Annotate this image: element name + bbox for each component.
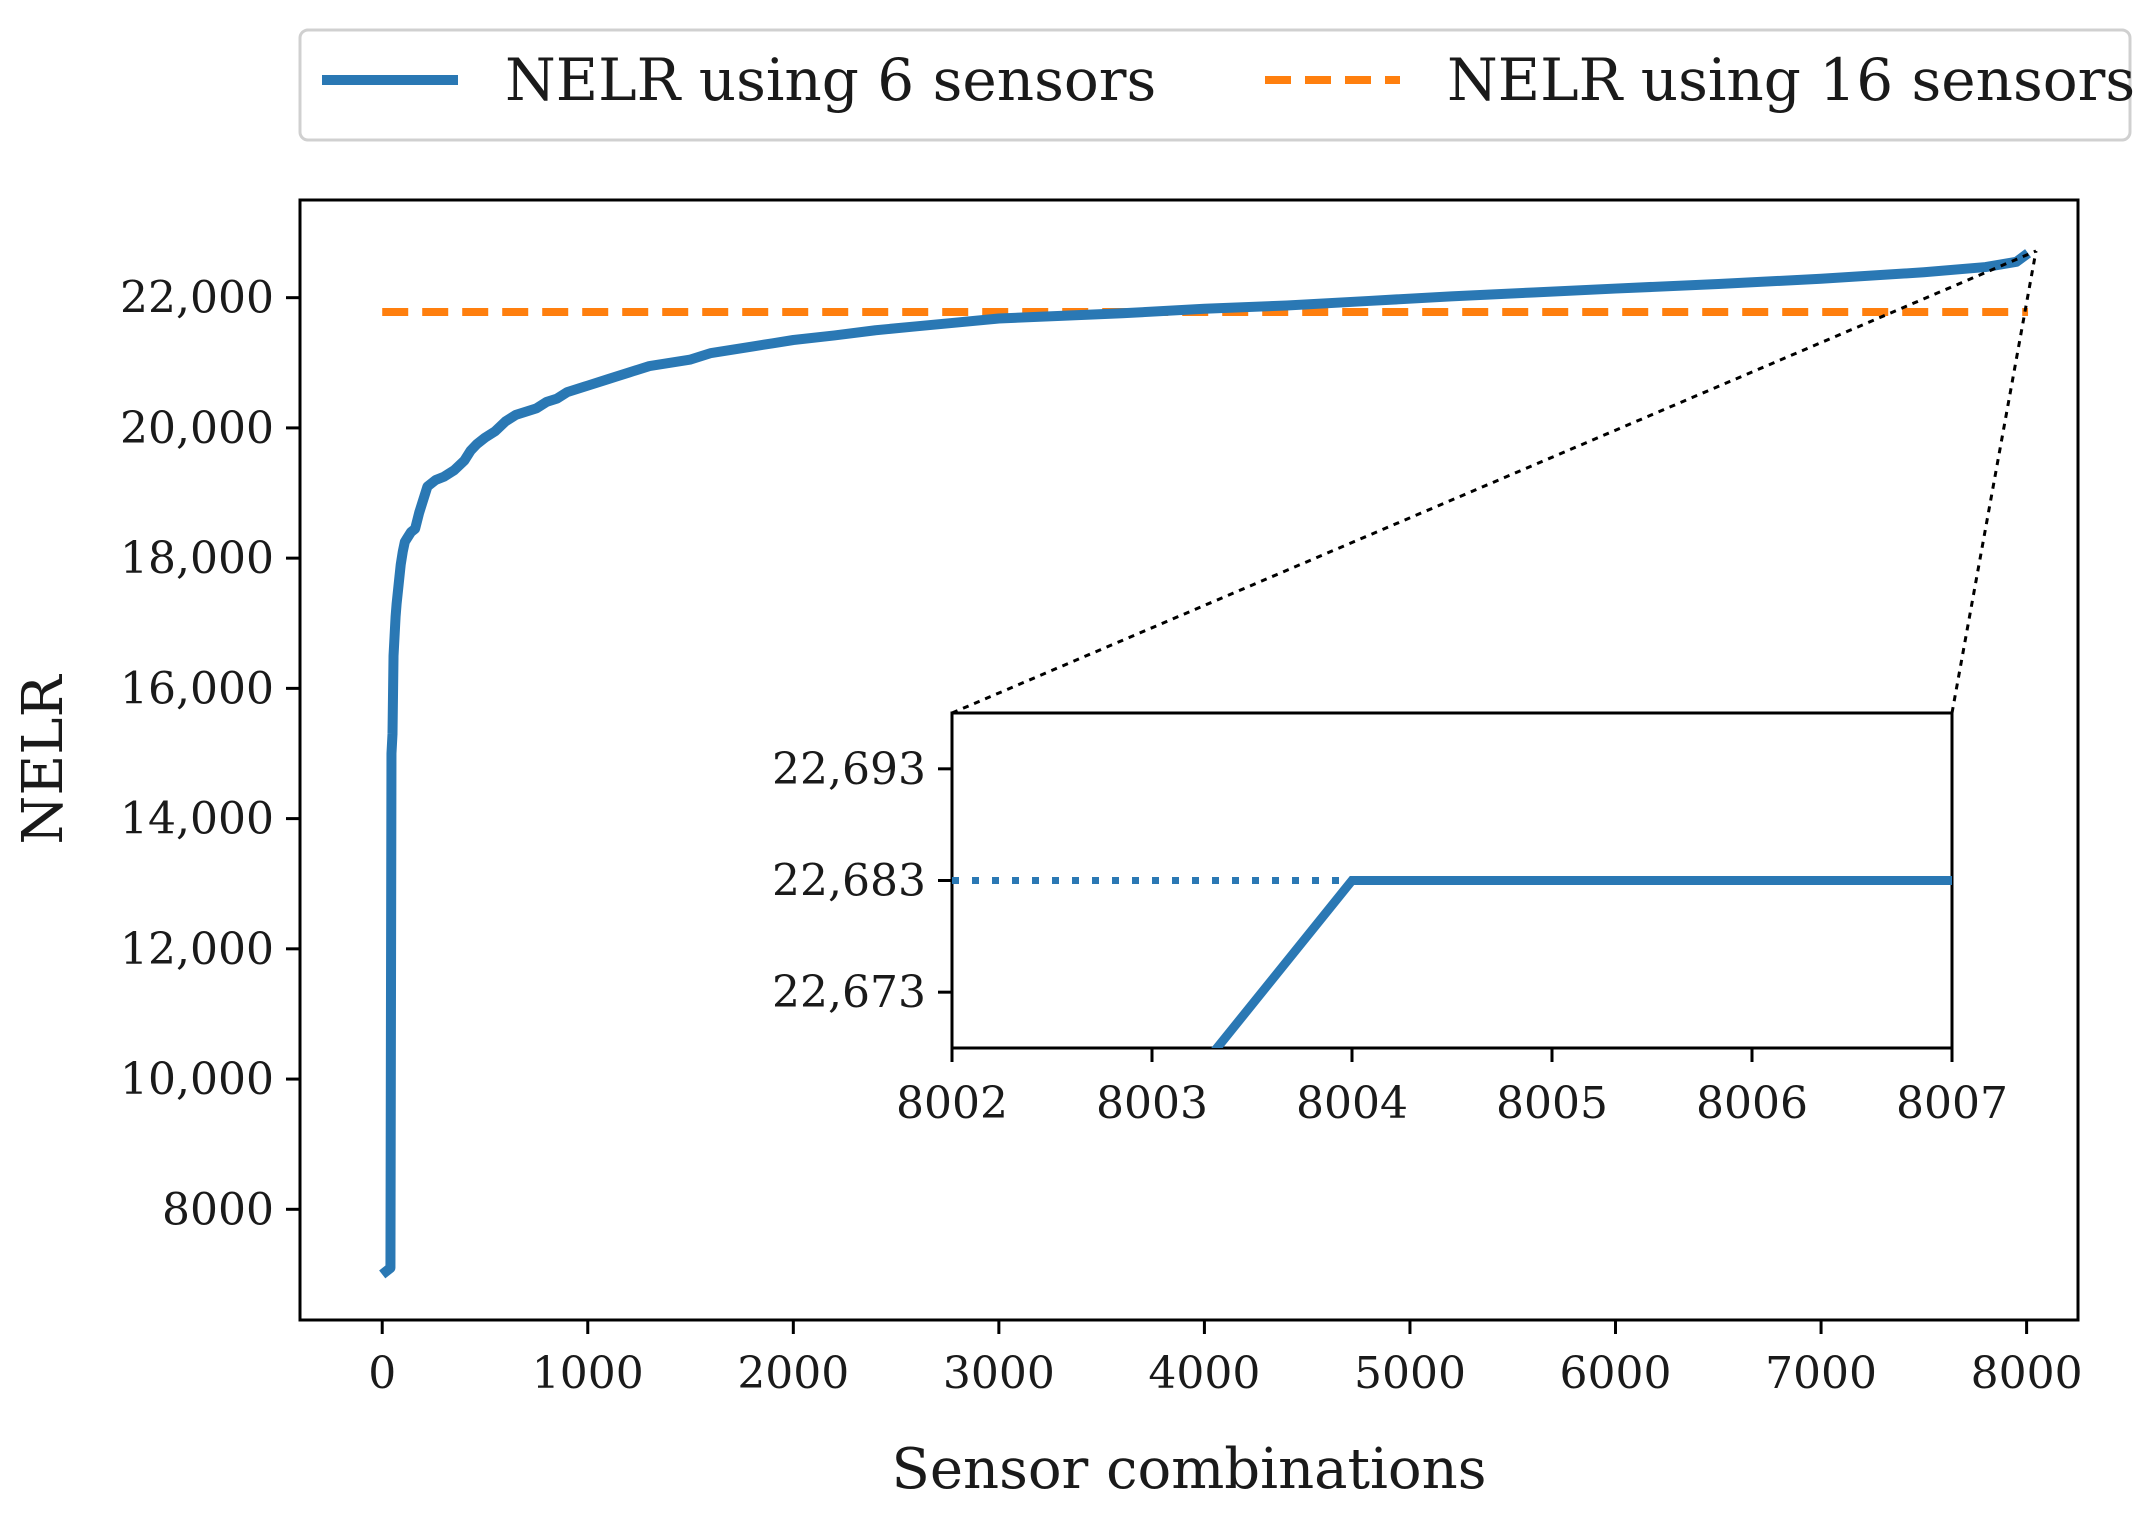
x-tick-label: 8000 xyxy=(1971,1348,2083,1399)
inset-x-tick-label: 8004 xyxy=(1296,1078,1408,1129)
legend-label-6-sensors: NELR using 6 sensors xyxy=(505,46,1156,114)
y-tick-label: 16,000 xyxy=(120,663,274,714)
inset-plot: 8002 8003 8004 8005 8006 8007 22,67322,68322,… xyxy=(772,711,2008,1129)
legend: NELR using 6 sensors NELR using 16 senso… xyxy=(298,28,2135,142)
legend-frame xyxy=(298,28,2132,142)
x-tick-label: 3000 xyxy=(943,1348,1055,1399)
inset-x-tick-label: 8005 xyxy=(1496,1078,1608,1129)
inset-x-tick-label: 8007 xyxy=(1896,1078,2008,1129)
x-tick-label: 0 xyxy=(368,1348,396,1399)
zoom-connector-left xyxy=(951,249,2037,715)
inset-x-tick-label: 8003 xyxy=(1096,1078,1208,1129)
x-tick-label: 6000 xyxy=(1560,1348,1672,1399)
inset-series-line-6-sensors xyxy=(1211,876,1952,1048)
x-tick-label: 4000 xyxy=(1148,1348,1260,1399)
y-tick-label: 22,000 xyxy=(120,273,274,324)
y-tick-label: 14,000 xyxy=(120,794,274,845)
y-axis-ticks: 8000 10,000 12,000 14,000 16,000 18,000 20,000… xyxy=(120,273,300,1235)
inset-y-axis-ticks: 22,673 22,683 22,693 xyxy=(772,744,952,1018)
x-axis-ticks: 0 1000 2000 3000 4000 5000 6000 7000 8000 xyxy=(368,1320,2083,1399)
inset-x-axis-ticks: 8002 8003 8004 8005 8006 8007 xyxy=(896,1048,2008,1129)
inset-y-tick-label: 22,673 xyxy=(772,967,926,1018)
y-tick-label: 8000 xyxy=(162,1184,274,1235)
x-tick-label: 7000 xyxy=(1765,1348,1877,1399)
inset-y-tick-label: 22,693 xyxy=(772,744,926,795)
x-tick-label: 5000 xyxy=(1354,1348,1466,1399)
y-tick-label: 20,000 xyxy=(120,403,274,454)
inset-y-tick-label: 22,683 xyxy=(772,856,926,907)
x-tick-label: 1000 xyxy=(532,1348,644,1399)
y-axis-label: NELR xyxy=(11,674,76,845)
y-tick-label: 12,000 xyxy=(120,924,274,975)
x-axis-label: Sensor combinations xyxy=(892,1437,1487,1502)
y-tick-label: 10,000 xyxy=(120,1054,274,1105)
inset-x-tick-label: 8006 xyxy=(1696,1078,1808,1129)
x-tick-label: 2000 xyxy=(737,1348,849,1399)
inset-x-tick-label: 8002 xyxy=(896,1078,1008,1129)
legend-label-16-sensors: NELR using 16 sensors xyxy=(1447,46,2135,114)
y-tick-label: 18,000 xyxy=(120,533,274,584)
series-line-6-sensors xyxy=(379,249,2032,1279)
